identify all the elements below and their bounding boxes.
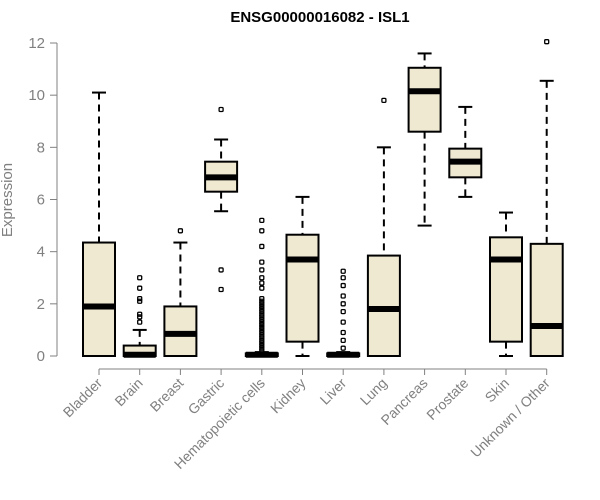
outlier-point: [137, 285, 143, 291]
outlier-point: [340, 345, 346, 351]
y-tick-label: 10: [28, 87, 45, 104]
y-axis-label: Expression: [0, 163, 16, 237]
outlier-point: [340, 275, 346, 281]
y-tick-label: 4: [37, 244, 45, 261]
outlier-point: [259, 342, 265, 349]
x-tick-label: Kidney: [267, 375, 309, 417]
x-tick-label: Liver: [317, 375, 350, 408]
box-body: [82, 241, 116, 358]
outlier-point: [137, 298, 143, 304]
outlier-point: [259, 306, 265, 312]
outlier-point: [259, 275, 265, 281]
x-tick-label: Prostate: [423, 375, 471, 423]
outlier-point: [259, 324, 265, 330]
outlier-point: [259, 285, 265, 291]
box-body: [366, 254, 401, 357]
y-tick-label: 8: [37, 139, 45, 156]
outlier-point: [340, 268, 346, 274]
box-pancreas: [407, 52, 442, 227]
x-tick-label: Breast: [147, 375, 187, 415]
outlier-point: [259, 340, 265, 346]
outlier-point: [259, 348, 265, 354]
outlier-point: [137, 275, 143, 281]
outlier-point: [340, 282, 346, 289]
x-tick-label: Bladder: [60, 375, 106, 421]
box-hematopoietic-cells: [244, 217, 279, 358]
y-axis: 0 2 4 6 8 10 12: [28, 35, 58, 365]
outlier-point: [544, 39, 550, 45]
outlier-point: [340, 293, 346, 299]
outlier-point: [259, 314, 265, 320]
outlier-point: [340, 309, 346, 315]
outlier-point: [177, 228, 184, 234]
outlier-point: [259, 329, 265, 336]
outlier-point: [259, 316, 265, 323]
outlier-point: [340, 329, 346, 336]
outlier-point: [259, 319, 265, 325]
outlier-point: [218, 106, 224, 113]
outlier-point: [259, 303, 265, 310]
box-liver: [326, 268, 361, 358]
outlier-point: [259, 259, 265, 265]
outlier-point: [259, 335, 265, 341]
x-tick-label: Lung: [357, 375, 390, 408]
outlier-point: [259, 280, 265, 286]
outlier-point: [218, 267, 224, 273]
outlier-point: [381, 97, 387, 104]
box-brain: [122, 275, 157, 358]
box-kidney: [285, 195, 320, 357]
box-gastric: [204, 106, 239, 293]
outlier-point: [259, 311, 265, 317]
outlier-point: [340, 301, 346, 307]
y-tick-label: 6: [37, 192, 45, 209]
outlier-point: [137, 311, 143, 317]
outlier-point: [259, 301, 265, 307]
outlier-point: [340, 337, 346, 344]
outlier-point: [259, 337, 265, 344]
outlier-point: [259, 345, 265, 351]
x-tick-label: Brain: [111, 375, 145, 409]
x-tick-label: Skin: [482, 375, 513, 406]
outlier-point: [259, 322, 265, 328]
box-prostate: [448, 105, 483, 198]
outlier-point: [259, 309, 265, 315]
outlier-point: [137, 314, 143, 320]
box-body: [529, 242, 564, 357]
outlier-point: [259, 298, 265, 304]
outlier-point: [259, 243, 265, 250]
box-breast: [163, 228, 198, 358]
outlier-point: [137, 319, 143, 325]
outlier-point: [259, 295, 265, 302]
y-tick-label: 12: [28, 35, 45, 52]
box-bladder: [82, 91, 116, 358]
outlier-point: [340, 319, 346, 325]
box-body: [489, 236, 523, 343]
box-lung: [366, 97, 401, 357]
y-tick-label: 2: [37, 296, 45, 313]
plot-area: [82, 39, 564, 358]
y-tick-label: 0: [37, 348, 45, 365]
box-body: [285, 233, 320, 343]
outlier-point: [259, 332, 265, 338]
chart-title: ENSG00000016082 - ISL1: [230, 9, 409, 26]
outlier-point: [218, 286, 224, 293]
outlier-point: [137, 295, 143, 302]
outlier-point: [259, 228, 265, 234]
box-unknown-other: [529, 39, 564, 357]
outlier-point: [259, 327, 265, 333]
outlier-point: [259, 267, 265, 273]
outlier-point: [259, 217, 265, 224]
box-body: [407, 66, 442, 133]
box-skin: [489, 211, 523, 357]
